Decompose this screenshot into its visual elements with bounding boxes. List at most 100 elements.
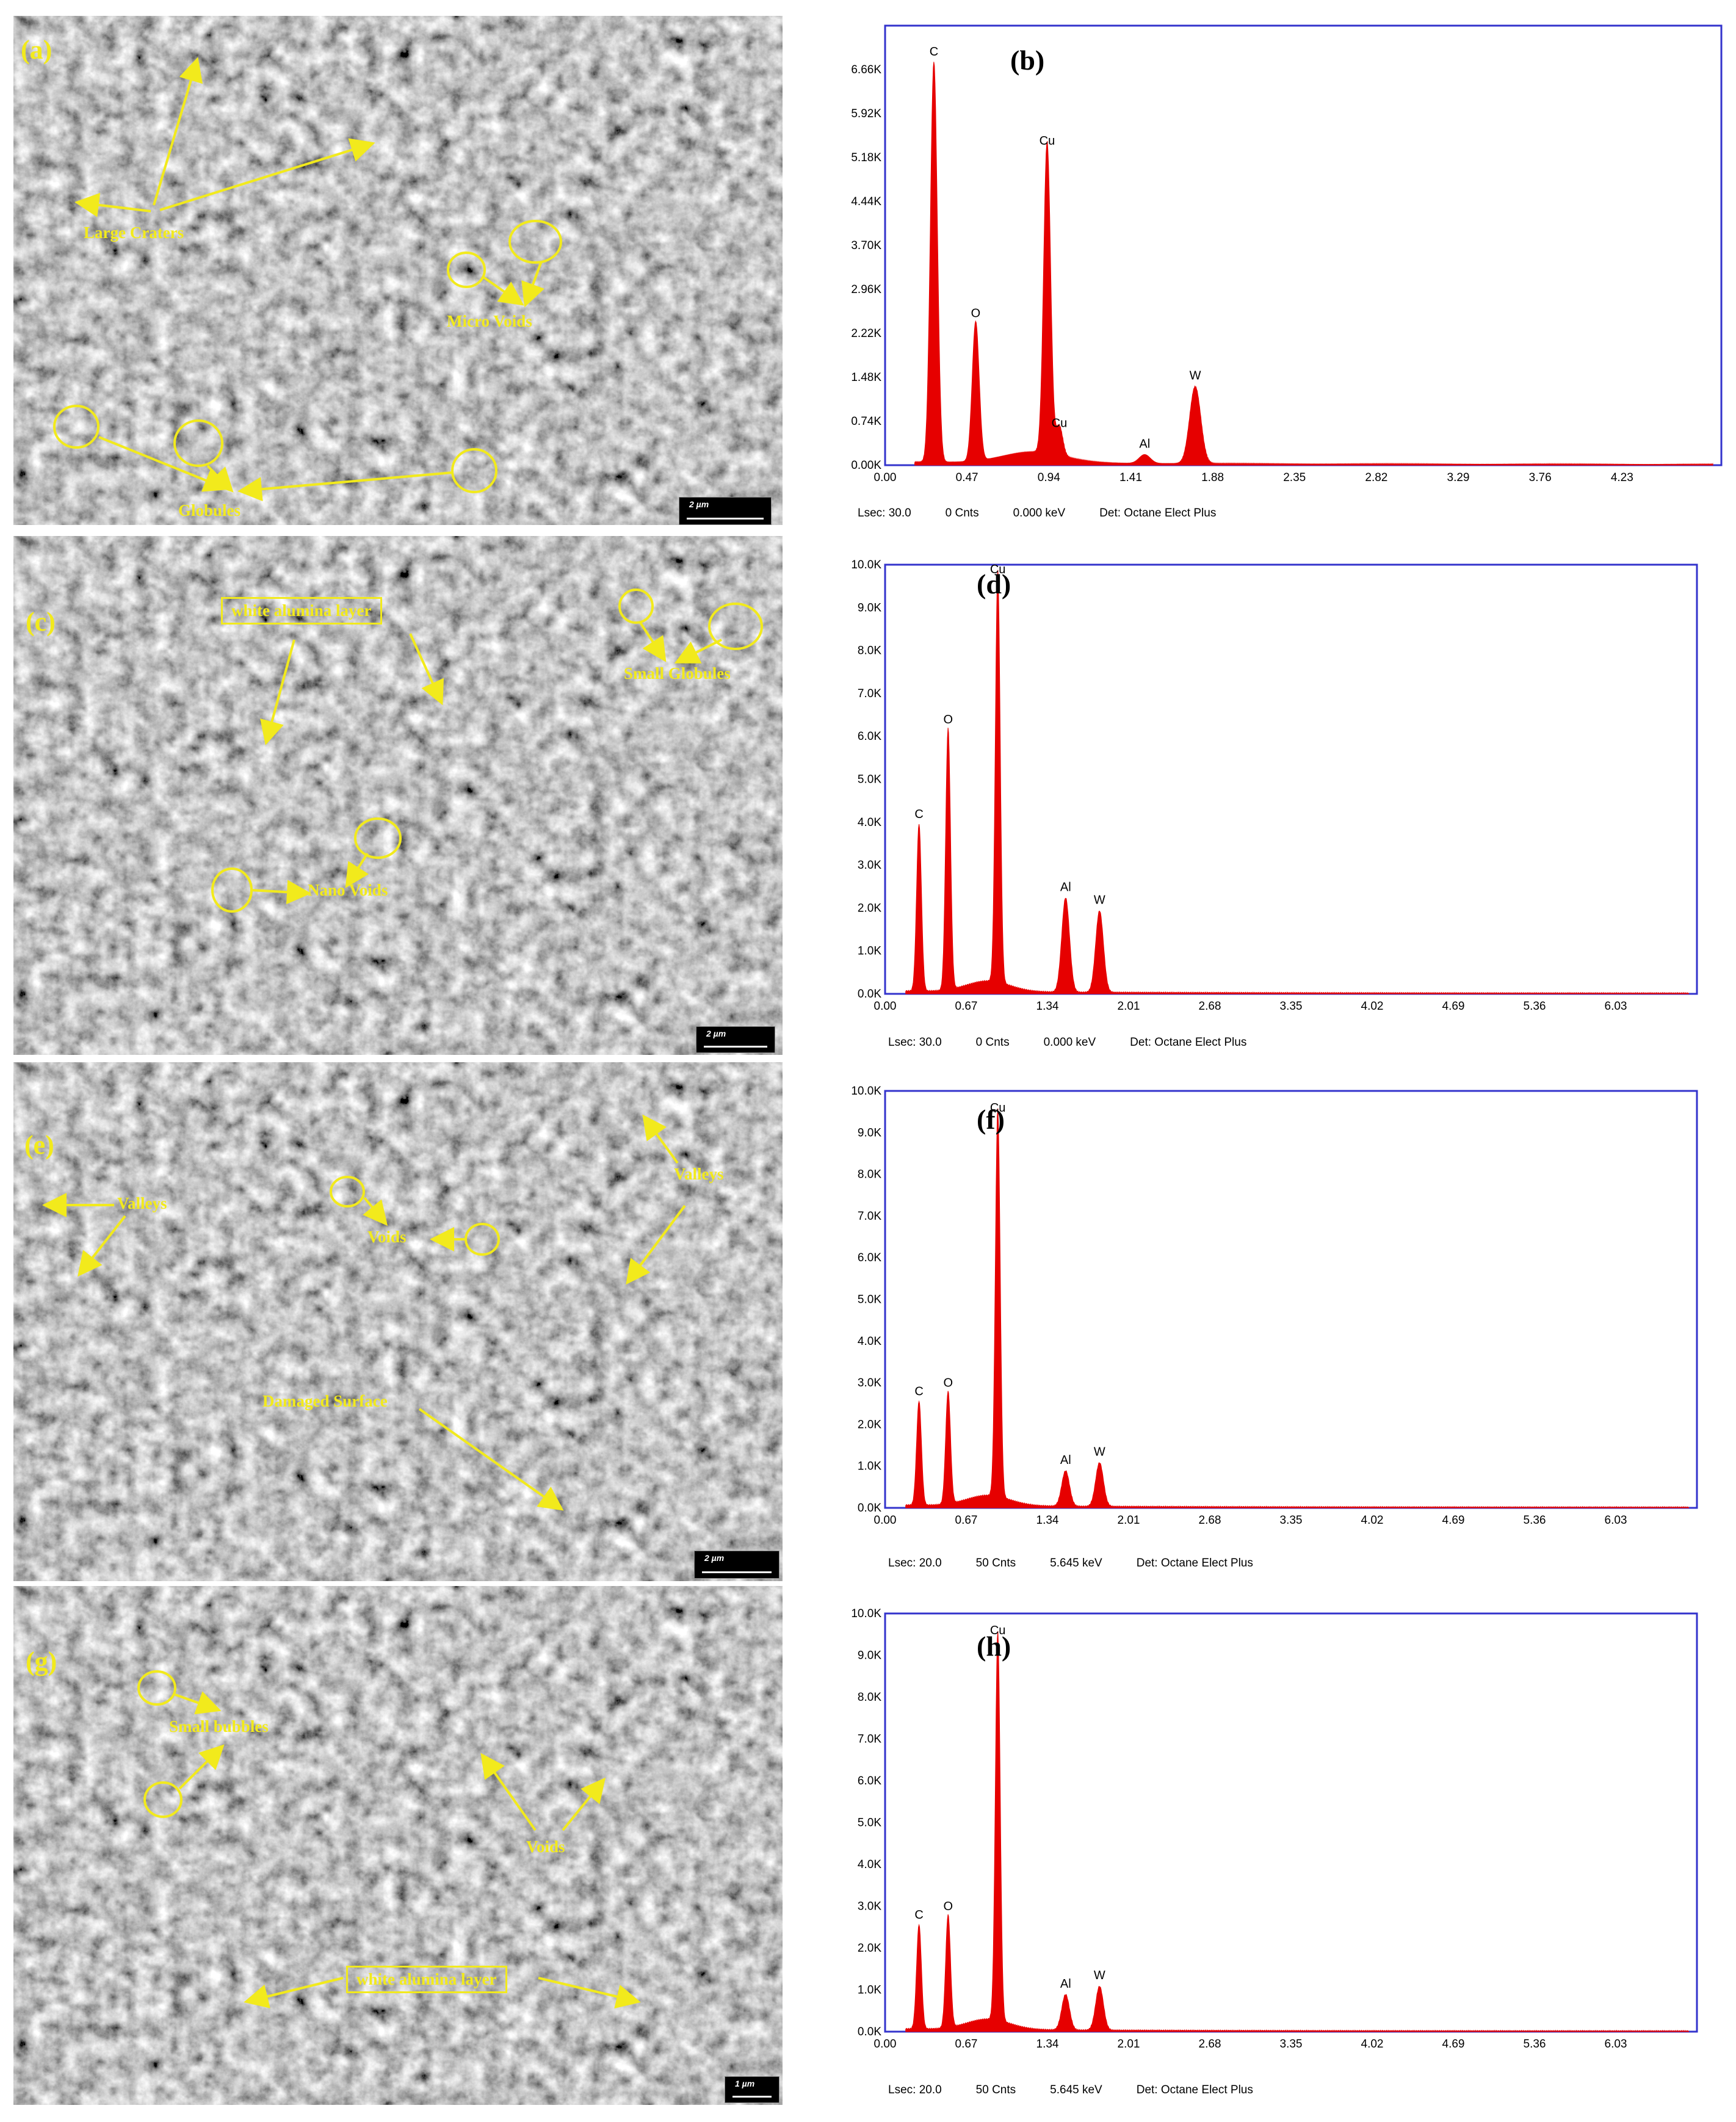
x-tick-label: 6.03 <box>1605 2038 1627 2051</box>
x-tick-label: 4.02 <box>1361 2038 1384 2051</box>
y-tick-label: 5.18K <box>851 151 881 164</box>
annotation-white-alumina-layer: white alumina layer <box>346 1966 507 1993</box>
footer-det: Det: Octane Elect Plus <box>1099 507 1217 520</box>
y-tick-label: 2.0K <box>858 902 881 914</box>
peak-label-cu: Cu <box>990 563 1006 576</box>
x-tick-label: 2.82 <box>1365 471 1387 484</box>
footer-cnts: 0 Cnts <box>945 507 979 520</box>
y-tick-label: 3.0K <box>858 859 881 872</box>
plot-frame <box>884 1612 1698 2033</box>
footer-lsec: Lsec: 20.0 <box>888 1557 942 1570</box>
x-tick-label: 4.23 <box>1611 471 1633 484</box>
spectrum-area <box>905 570 1690 994</box>
x-tick-label: 4.69 <box>1442 2038 1465 2051</box>
x-tick-label: 3.76 <box>1529 471 1552 484</box>
x-tick-label: 1.34 <box>1036 1514 1059 1527</box>
annotation-overlay <box>42 1114 686 1511</box>
footer-kev: 0.000 keV <box>1043 1036 1096 1049</box>
y-tick-label: 3.0K <box>858 1377 881 1389</box>
y-tick-label: 4.0K <box>858 816 881 829</box>
peak-label-al: Al <box>1060 1454 1071 1467</box>
annotation-damaged-surface: Damaged Surface <box>262 1392 388 1410</box>
spectrum-area <box>905 1108 1690 1508</box>
peak-label-c: C <box>914 1385 923 1398</box>
peak-label-cu: Cu <box>1052 416 1068 430</box>
chart-footer: Lsec: 30.0 0 Cnts 0.000 keV Det: Octane Ele… <box>858 507 1250 520</box>
x-tick-label: 2.68 <box>1199 1000 1221 1013</box>
y-tick-label: 3.70K <box>851 239 881 252</box>
footer-lsec: Lsec: 30.0 <box>888 1036 942 1049</box>
x-tick-label: 4.69 <box>1442 1000 1465 1013</box>
x-tick-label: 2.68 <box>1199 2038 1221 2051</box>
peak-label-w: W <box>1094 1445 1105 1458</box>
panel-label-g: (g) <box>26 1646 57 1676</box>
plot-frame <box>884 1090 1698 1509</box>
x-tick-label: 4.02 <box>1361 1000 1384 1013</box>
y-tick-label: 0.0K <box>858 1502 881 1515</box>
y-tick-label: 7.0K <box>858 1733 881 1746</box>
scale-bar-label: 2 µm <box>706 1029 726 1038</box>
x-tick-label: 2.01 <box>1118 2038 1140 2051</box>
chart-footer: Lsec: 20.0 50 Cnts 5.645 keV Det: Octane El… <box>888 1557 1287 1570</box>
annotation-micro-voids: Micro Voids <box>447 312 532 330</box>
y-tick-label: 2.0K <box>858 1942 881 1955</box>
scale-bar-line <box>702 1571 772 1573</box>
x-tick-label: 0.00 <box>874 2038 897 2051</box>
chart-title: (f) <box>977 1104 1005 1135</box>
y-tick-label: 5.92K <box>851 107 881 120</box>
scale-bar-line <box>732 2096 772 2098</box>
eds-chart-svg: 0.00K 0.74K 1.48K 2.22K 2.96K 3.70K 4.44K 5.18K… <box>851 24 1723 484</box>
eds-spectrum-f: 0.0K 1.0K 2.0K 3.0K 4.0K 5.0K 6.0K 7.0K 8.0K 9.0K… <box>836 1063 1727 1582</box>
peak-label-o: O <box>943 1377 953 1390</box>
eds-spectrum-h: 0.0K 1.0K 2.0K 3.0K 4.0K 5.0K 6.0K 7.0K 8.0K 9.0K… <box>836 1586 1727 2111</box>
spectrum-area <box>905 1631 1690 2032</box>
y-tick-label: 7.0K <box>858 687 881 700</box>
y-tick-label: 9.0K <box>858 1649 881 1662</box>
x-tick-label: 3.29 <box>1447 471 1470 484</box>
y-tick-label: 1.0K <box>858 1984 881 1997</box>
y-tick-label: 1.0K <box>858 945 881 958</box>
peak-label-o: O <box>943 1900 953 1913</box>
x-tick-label: 2.35 <box>1283 471 1306 484</box>
y-tick-label: 1.0K <box>858 1460 881 1473</box>
annotation-valleys-right: Valleys <box>674 1165 724 1183</box>
annotation-voids: Voids <box>526 1838 565 1856</box>
y-tick-label: 6.0K <box>858 1775 881 1787</box>
y-tick-label: 7.0K <box>858 1210 881 1223</box>
y-tick-label: 2.22K <box>851 327 881 340</box>
y-tick-label: 5.0K <box>858 1817 881 1830</box>
x-tick-label: 4.02 <box>1361 1514 1384 1527</box>
x-tick-label: 1.88 <box>1201 471 1224 484</box>
scale-bar-label: 2 µm <box>689 499 709 509</box>
plot-frame <box>884 24 1723 466</box>
panel-label-a: (a) <box>21 35 52 65</box>
y-tick-label: 0.00K <box>851 459 881 472</box>
scale-bar-c: 2 µm <box>696 1026 775 1053</box>
y-tick-label: 6.0K <box>858 730 881 743</box>
sem-texture <box>13 536 783 1055</box>
chart-title: (d) <box>977 568 1011 599</box>
x-tick-label: 1.34 <box>1036 2038 1059 2051</box>
y-tick-label: 5.0K <box>858 1294 881 1306</box>
peak-label-al: Al <box>1060 880 1071 894</box>
eds-chart-svg: 0.0K 1.0K 2.0K 3.0K 4.0K 5.0K 6.0K 7.0K 8.0K 9.0K… <box>851 1607 1698 2051</box>
footer-det: Det: Octane Elect Plus <box>1136 2084 1253 2096</box>
annotation-overlay <box>211 588 763 913</box>
footer-kev: 0.000 keV <box>1013 507 1066 520</box>
spectrum-area <box>914 62 1713 466</box>
y-tick-label: 8.0K <box>858 645 881 657</box>
annotation-large-craters: Large Craters <box>84 223 184 242</box>
annotation-overlay <box>53 57 562 502</box>
chart-footer: Lsec: 30.0 0 Cnts 0.000 keV Det: Octane Ele… <box>888 1036 1281 1049</box>
x-tick-label: 0.67 <box>955 1514 978 1527</box>
x-tick-label: 0.00 <box>874 471 897 484</box>
scale-bar-label: 2 µm <box>704 1553 725 1563</box>
sem-image-a: (a) Large Craters Micro Voids Globules 2… <box>13 16 783 525</box>
y-tick-label: 6.0K <box>858 1251 881 1264</box>
y-tick-label: 1.48K <box>851 371 881 384</box>
eds-spectrum-d: 0.0K 1.0K 2.0K 3.0K 4.0K 5.0K 6.0K 7.0K 8.0K 9.0K… <box>836 537 1727 1056</box>
y-tick-label: 2.96K <box>851 283 881 296</box>
x-tick-label: 0.00 <box>874 1000 897 1013</box>
y-tick-label: 0.0K <box>858 2026 881 2038</box>
sem-texture <box>13 1062 783 1581</box>
